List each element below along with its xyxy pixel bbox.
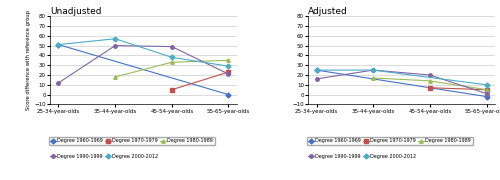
Degree 1990-1999 (112, 44, 118, 47)
Degree 1970-1979 (169, 89, 175, 91)
Degree 2000-2012 (169, 56, 175, 59)
Degree 1990-1999 (169, 46, 175, 48)
Degree 1980-1989 (226, 59, 232, 61)
Degree 1980-1989 (169, 61, 175, 63)
Line: Degree 1980-1989: Degree 1980-1989 (372, 76, 488, 91)
Line: Degree 1980-1989: Degree 1980-1989 (114, 58, 230, 79)
Line: Degree 2000-2012: Degree 2000-2012 (57, 37, 230, 68)
Degree 1980-1989 (112, 76, 118, 78)
Degree 1990-1999 (56, 82, 62, 84)
Text: Unadjusted: Unadjusted (50, 7, 102, 16)
Degree 1990-1999 (370, 69, 376, 71)
Degree 1980-1989 (370, 77, 376, 79)
Line: Degree 1990-1999: Degree 1990-1999 (57, 44, 230, 85)
Degree 1990-1999 (226, 73, 232, 75)
Legend: Degree 1990-1999, Degree 2000-2012: Degree 1990-1999, Degree 2000-2012 (306, 153, 418, 161)
Degree 2000-2012 (370, 69, 376, 71)
Degree 2000-2012 (56, 44, 62, 46)
Line: Degree 2000-2012: Degree 2000-2012 (315, 68, 488, 87)
Line: Degree 1970-1979: Degree 1970-1979 (428, 86, 488, 91)
Degree 2000-2012 (314, 69, 320, 71)
Line: Degree 1970-1979: Degree 1970-1979 (170, 70, 230, 91)
Degree 1970-1979 (484, 89, 490, 91)
Y-axis label: Score difference with reference group: Score difference with reference group (26, 10, 32, 110)
Degree 1990-1999 (314, 78, 320, 80)
Degree 1970-1979 (427, 87, 433, 89)
Degree 1980-1989 (427, 80, 433, 82)
Degree 2000-2012 (112, 38, 118, 40)
Legend: Degree 1990-1999, Degree 2000-2012: Degree 1990-1999, Degree 2000-2012 (48, 153, 160, 161)
Degree 1980-1989 (484, 89, 490, 91)
Degree 2000-2012 (484, 84, 490, 86)
Text: Adjusted: Adjusted (308, 7, 348, 16)
Degree 2000-2012 (226, 65, 232, 67)
Degree 1990-1999 (484, 93, 490, 95)
Degree 1970-1979 (226, 71, 232, 73)
Line: Degree 1990-1999: Degree 1990-1999 (315, 68, 488, 95)
Degree 1990-1999 (427, 74, 433, 76)
